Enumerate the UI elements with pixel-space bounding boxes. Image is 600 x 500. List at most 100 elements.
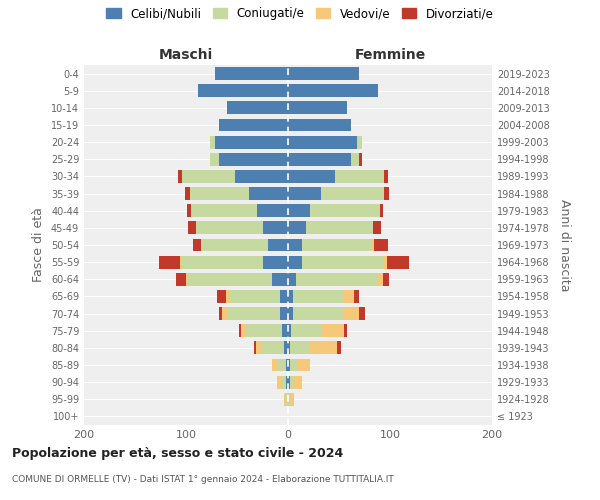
Bar (288, 222, 307, 234)
Bar (290, 358, 298, 372)
Bar (302, 256, 384, 268)
Bar (290, 342, 310, 354)
Bar (378, 273, 383, 285)
Bar (256, 342, 262, 354)
Bar (291, 324, 322, 337)
Bar (335, 170, 384, 183)
Bar (198, 84, 288, 97)
Bar (186, 273, 188, 285)
Bar (246, 324, 282, 337)
Bar (288, 358, 290, 372)
Bar (286, 376, 288, 388)
Bar (284, 342, 288, 354)
Bar (211, 153, 218, 166)
Bar (226, 290, 229, 303)
Bar (380, 204, 383, 217)
Bar (272, 273, 288, 285)
Bar (176, 273, 186, 285)
Bar (278, 358, 286, 372)
Bar (351, 153, 359, 166)
Bar (373, 222, 381, 234)
Bar (383, 273, 389, 285)
Bar (191, 204, 257, 217)
Bar (217, 290, 226, 303)
Bar (293, 290, 344, 303)
Bar (288, 290, 293, 303)
Bar (180, 256, 181, 268)
Bar (280, 307, 288, 320)
Bar (218, 118, 288, 132)
Bar (288, 324, 291, 337)
Bar (310, 204, 380, 217)
Bar (263, 256, 288, 268)
Bar (371, 238, 374, 252)
Bar (358, 136, 362, 148)
Bar (344, 307, 359, 320)
Bar (218, 307, 222, 320)
Bar (288, 307, 293, 320)
Bar (277, 376, 281, 388)
Bar (286, 358, 288, 372)
Bar (254, 342, 256, 354)
Bar (293, 307, 344, 320)
Bar (288, 204, 310, 217)
Bar (288, 118, 351, 132)
Bar (229, 290, 280, 303)
Bar (284, 393, 286, 406)
Bar (296, 273, 378, 285)
Y-axis label: Fasce di età: Fasce di età (32, 208, 45, 282)
Bar (359, 153, 362, 166)
Bar (286, 393, 288, 406)
Bar (288, 187, 320, 200)
Bar (218, 153, 288, 166)
Bar (310, 342, 337, 354)
Bar (298, 358, 310, 372)
Bar (178, 170, 182, 183)
Bar (215, 67, 288, 80)
Bar (344, 324, 347, 337)
Bar (196, 222, 263, 234)
Bar (320, 187, 384, 200)
Bar (227, 102, 288, 114)
Bar (227, 307, 280, 320)
Bar (181, 256, 263, 268)
Bar (288, 256, 302, 268)
Bar (288, 67, 359, 80)
Bar (257, 204, 288, 217)
Bar (344, 290, 355, 303)
Bar (288, 170, 335, 183)
Bar (384, 170, 388, 183)
Bar (185, 187, 190, 200)
Bar (239, 324, 241, 337)
Bar (288, 153, 351, 166)
Text: Maschi: Maschi (159, 48, 213, 62)
Bar (288, 273, 296, 285)
Bar (188, 273, 272, 285)
Bar (290, 376, 294, 388)
Bar (288, 238, 302, 252)
Bar (190, 187, 249, 200)
Text: Femmine: Femmine (355, 48, 425, 62)
Bar (288, 342, 290, 354)
Bar (188, 222, 196, 234)
Bar (288, 102, 347, 114)
Bar (288, 376, 290, 388)
Text: COMUNE DI ORMELLE (TV) - Dati ISTAT 1° gennaio 2024 - Elaborazione TUTTITALIA.IT: COMUNE DI ORMELLE (TV) - Dati ISTAT 1° g… (12, 476, 394, 484)
Bar (322, 324, 344, 337)
Bar (249, 187, 288, 200)
Bar (215, 136, 288, 148)
Bar (202, 238, 268, 252)
Bar (193, 238, 202, 252)
Bar (235, 170, 288, 183)
Bar (288, 84, 378, 97)
Bar (241, 324, 246, 337)
Bar (262, 342, 284, 354)
Bar (187, 204, 191, 217)
Bar (288, 393, 290, 406)
Bar (211, 136, 215, 148)
Bar (387, 256, 409, 268)
Bar (384, 187, 389, 200)
Bar (263, 222, 288, 234)
Bar (282, 324, 288, 337)
Bar (268, 238, 288, 252)
